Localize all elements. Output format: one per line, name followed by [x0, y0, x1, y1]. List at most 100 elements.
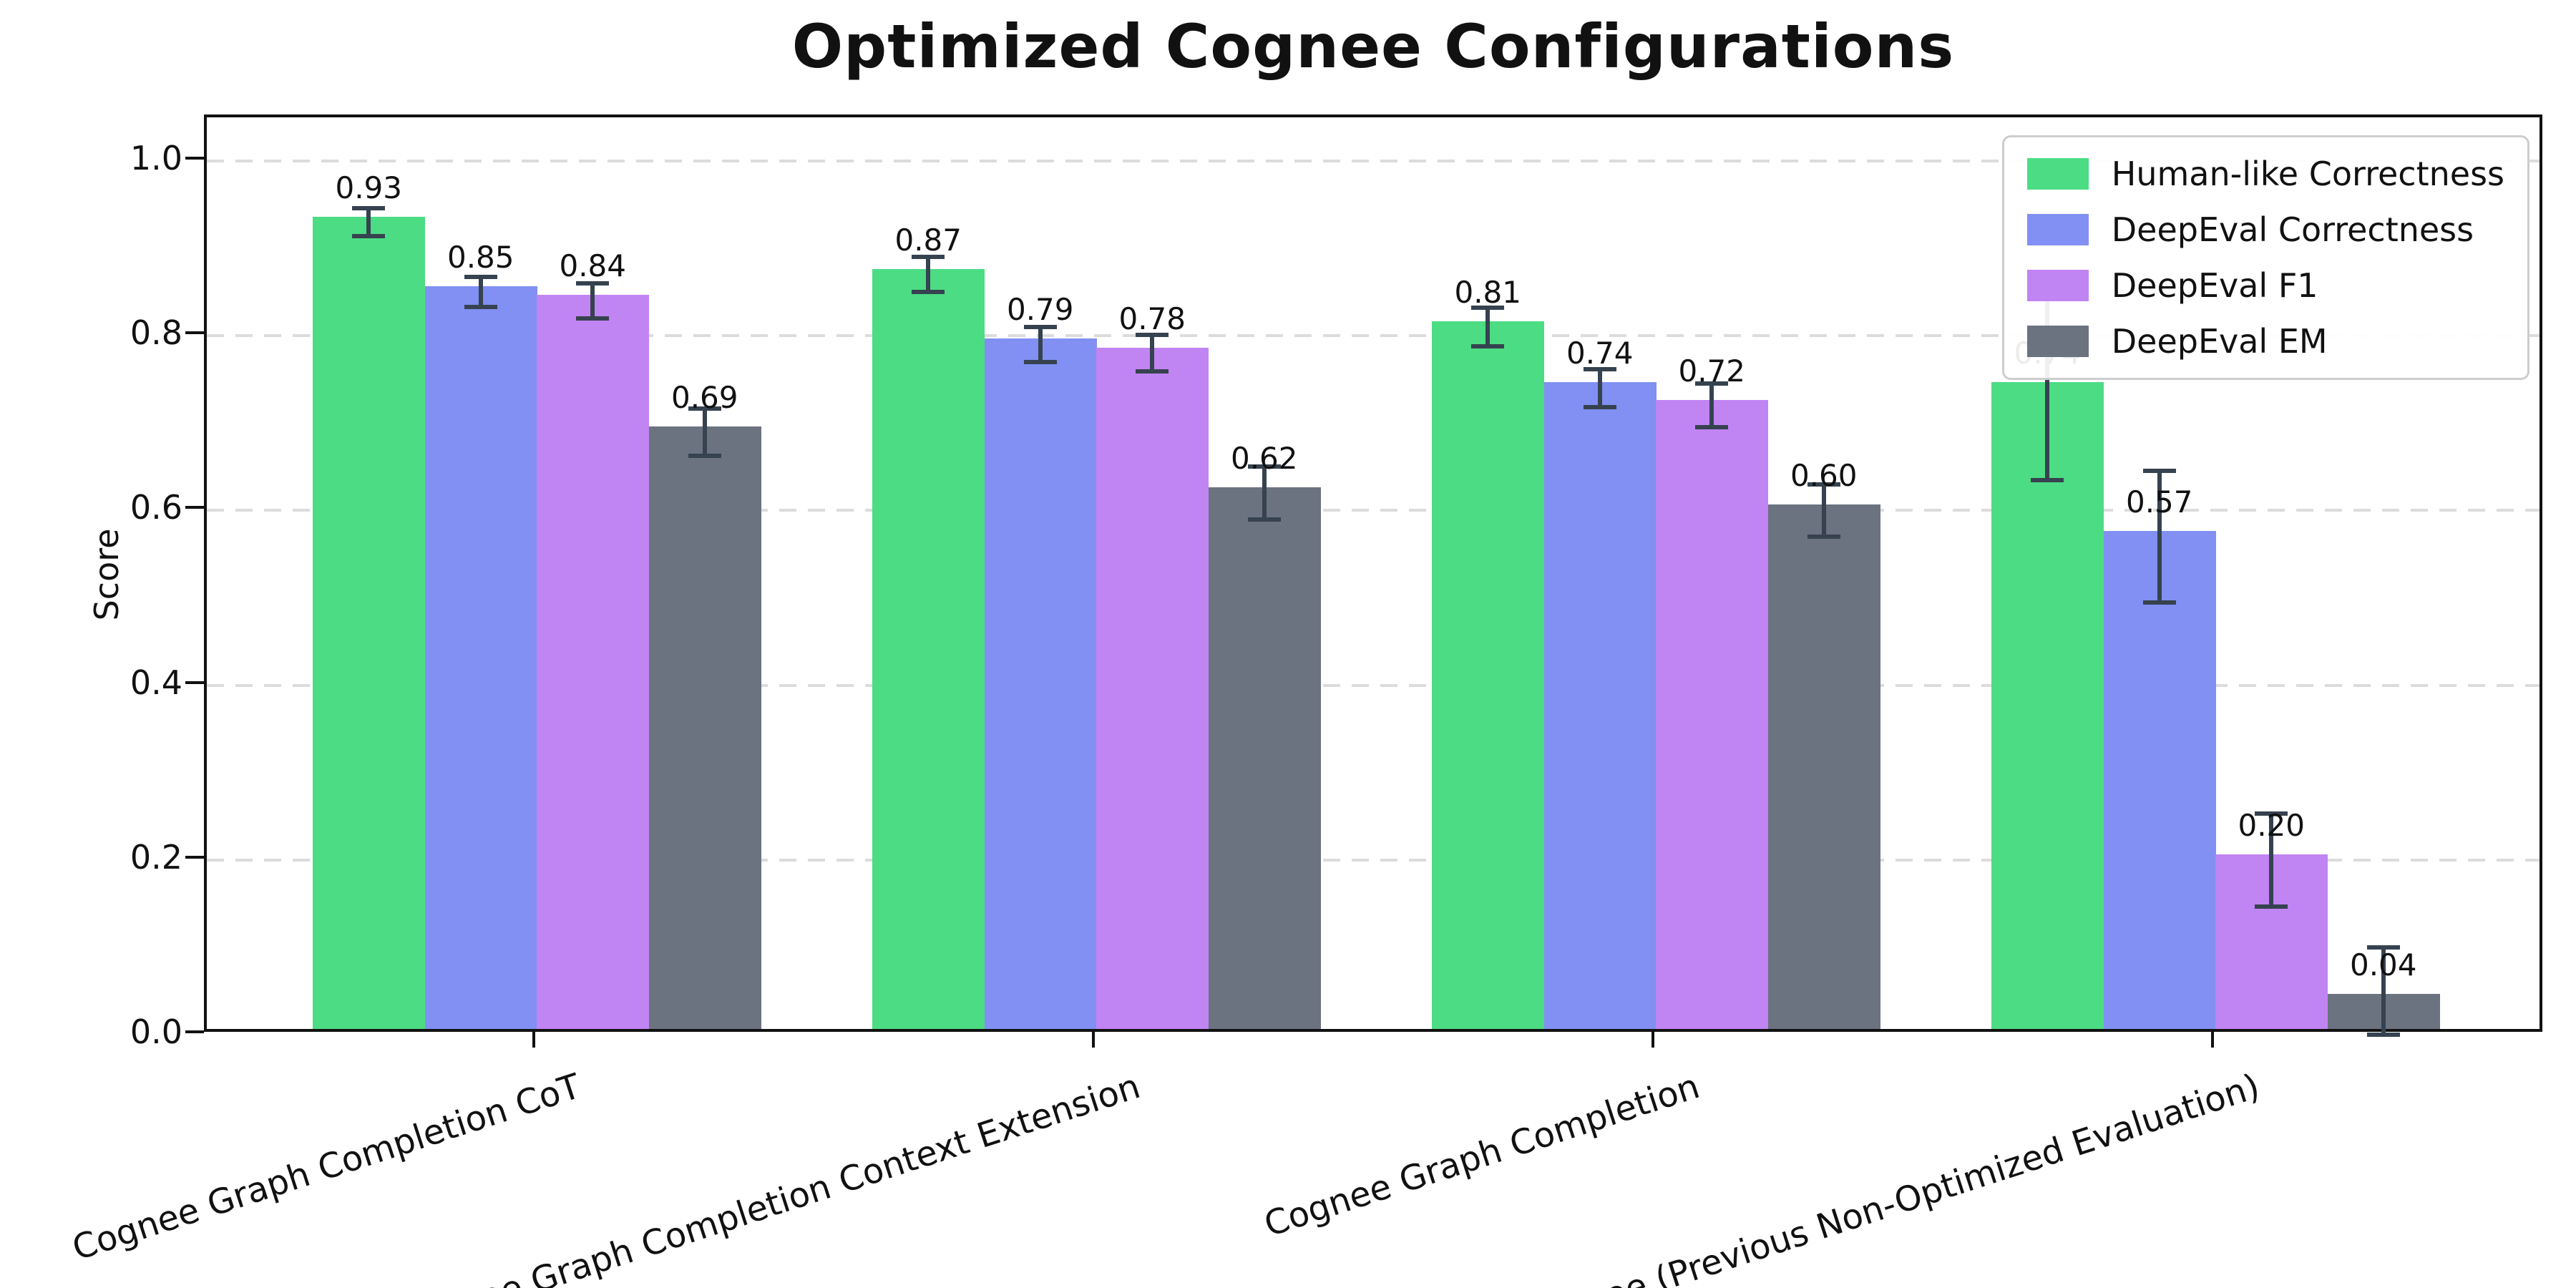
error-bar-cap-top	[2255, 811, 2288, 816]
bar-human-like-correctness-group-1	[313, 217, 425, 1029]
error-bar-cap-top	[1247, 464, 1281, 469]
bar-human-like-correctness-group-2	[872, 269, 985, 1029]
legend-label: DeepEval Correctness	[2111, 210, 2474, 249]
error-bar-cap-bottom	[1583, 405, 1616, 410]
y-tick-mark-1.0	[185, 157, 204, 160]
bar-deepeval-correctness-group-4	[2103, 531, 2216, 1029]
y-tick-mark-0.8	[185, 331, 204, 335]
error-bar-line	[1262, 467, 1267, 519]
bar-deepeval-em-group-2	[1208, 487, 1321, 1029]
bar-value-label: 0.85	[447, 240, 514, 275]
error-bar-line	[1821, 484, 1826, 537]
chart-title: Optimized Cognee Configurations	[791, 11, 1955, 82]
x-tick-label-group-1: Cognee Graph Completion CoT	[67, 1066, 586, 1269]
error-bar-cap-top	[1023, 325, 1057, 330]
error-bar-line	[2269, 814, 2274, 907]
error-bar-cap-top	[1471, 306, 1505, 311]
bar-value-label: 0.78	[1118, 301, 1186, 336]
error-bar-line	[1597, 369, 1602, 408]
bar-deepeval-f1-group-2	[1096, 348, 1209, 1029]
error-bar-cap-bottom	[688, 453, 721, 458]
error-bar-cap-bottom	[2142, 600, 2176, 605]
error-bar-cap-bottom	[352, 234, 386, 239]
error-bar-cap-bottom	[464, 304, 497, 309]
y-tick-mark-0.0	[185, 1030, 204, 1033]
error-bar-cap-top	[1136, 333, 1169, 338]
bar-value-label: 0.87	[894, 222, 962, 258]
error-bar-line	[1709, 384, 1714, 428]
error-bar-cap-bottom	[1807, 535, 1840, 540]
error-bar-cap-top	[1583, 366, 1616, 371]
y-tick-mark-0.4	[185, 680, 204, 684]
y-tick-label-1.0: 1.0	[130, 139, 182, 178]
x-tick-mark-group-1	[532, 1032, 535, 1048]
error-bar-line	[2381, 947, 2386, 1035]
bar-value-label: 0.60	[1790, 458, 1858, 494]
bar-human-like-correctness-group-3	[1432, 321, 1544, 1029]
error-bar-cap-bottom	[2255, 904, 2288, 909]
bar-value-label: 0.84	[559, 248, 626, 284]
bar-deepeval-em-group-1	[648, 426, 761, 1029]
error-bar-cap-top	[912, 255, 945, 260]
bar-value-label: 0.79	[1006, 292, 1074, 328]
x-tick-label-group-3: Cognee Graph Completion	[1259, 1066, 1705, 1245]
error-bar-line	[926, 257, 931, 293]
gridline-y-1.0	[207, 160, 2540, 163]
error-bar-cap-bottom	[2366, 1033, 2400, 1037]
legend: Human-like Correctness DeepEval Correctne…	[2001, 135, 2529, 380]
error-bar-line	[1038, 327, 1043, 362]
error-bar-line	[590, 283, 595, 318]
error-bar-cap-bottom	[1471, 343, 1505, 348]
error-bar-line	[2157, 471, 2162, 602]
gridline-y-0.6	[207, 509, 2540, 512]
legend-swatch	[2026, 326, 2089, 357]
bar-value-label: 0.93	[335, 170, 402, 205]
bar-value-label: 0.62	[1230, 441, 1298, 476]
bar-deepeval-f1-group-1	[537, 295, 649, 1029]
legend-item: DeepEval F1	[2026, 266, 2504, 305]
error-bar-cap-top	[1807, 482, 1840, 487]
x-tick-mark-group-3	[1652, 1032, 1654, 1048]
legend-label: DeepEval EM	[2111, 322, 2328, 361]
legend-item: DeepEval Correctness	[2026, 210, 2504, 249]
y-tick-label-0.8: 0.8	[130, 313, 182, 353]
bar-deepeval-em-group-3	[1767, 504, 1880, 1029]
bar-deepeval-correctness-group-2	[984, 338, 1097, 1029]
x-tick-mark-group-2	[1092, 1032, 1095, 1048]
legend-item: Human-like Correctness	[2026, 155, 2504, 193]
legend-item: DeepEval EM	[2026, 322, 2504, 361]
y-tick-label-0.0: 0.0	[130, 1013, 182, 1051]
y-tick-label-0.2: 0.2	[130, 837, 182, 877]
y-tick-label-0.6: 0.6	[130, 488, 182, 527]
gridline-y-0.4	[207, 683, 2540, 687]
error-bar-line	[366, 208, 371, 237]
y-tick-mark-0.6	[185, 506, 204, 509]
y-tick-label-0.4: 0.4	[130, 663, 182, 702]
legend-label: DeepEval F1	[2111, 266, 2318, 305]
bar-value-label: 0.74	[1566, 336, 1634, 371]
error-bar-cap-bottom	[1247, 517, 1281, 522]
bar-value-label: 0.72	[1678, 353, 1745, 389]
error-bar-line	[1485, 308, 1491, 346]
x-tick-mark-group-4	[2211, 1032, 2214, 1048]
error-bar-cap-bottom	[912, 290, 945, 295]
error-bar-cap-bottom	[2031, 477, 2064, 482]
error-bar-cap-top	[2142, 469, 2176, 474]
error-bar-cap-bottom	[576, 316, 610, 321]
error-bar-cap-top	[352, 205, 386, 210]
bar-value-label: 0.04	[2349, 947, 2417, 983]
bar-value-label: 0.20	[2238, 807, 2305, 843]
y-tick-mark-0.2	[185, 855, 204, 859]
error-bar-cap-top	[688, 406, 721, 411]
error-bar-line	[2045, 296, 2050, 480]
legend-label: Human-like Correctness	[2111, 155, 2504, 193]
legend-swatch	[2026, 270, 2089, 301]
bar-deepeval-correctness-group-1	[424, 286, 537, 1029]
gridline-y-0.2	[207, 858, 2540, 862]
error-bar-cap-top	[576, 280, 610, 286]
bar-value-label: 0.81	[1454, 275, 1521, 311]
error-bar-cap-bottom	[1136, 369, 1169, 374]
bar-deepeval-correctness-group-3	[1543, 382, 1657, 1029]
legend-swatch	[2026, 158, 2089, 190]
